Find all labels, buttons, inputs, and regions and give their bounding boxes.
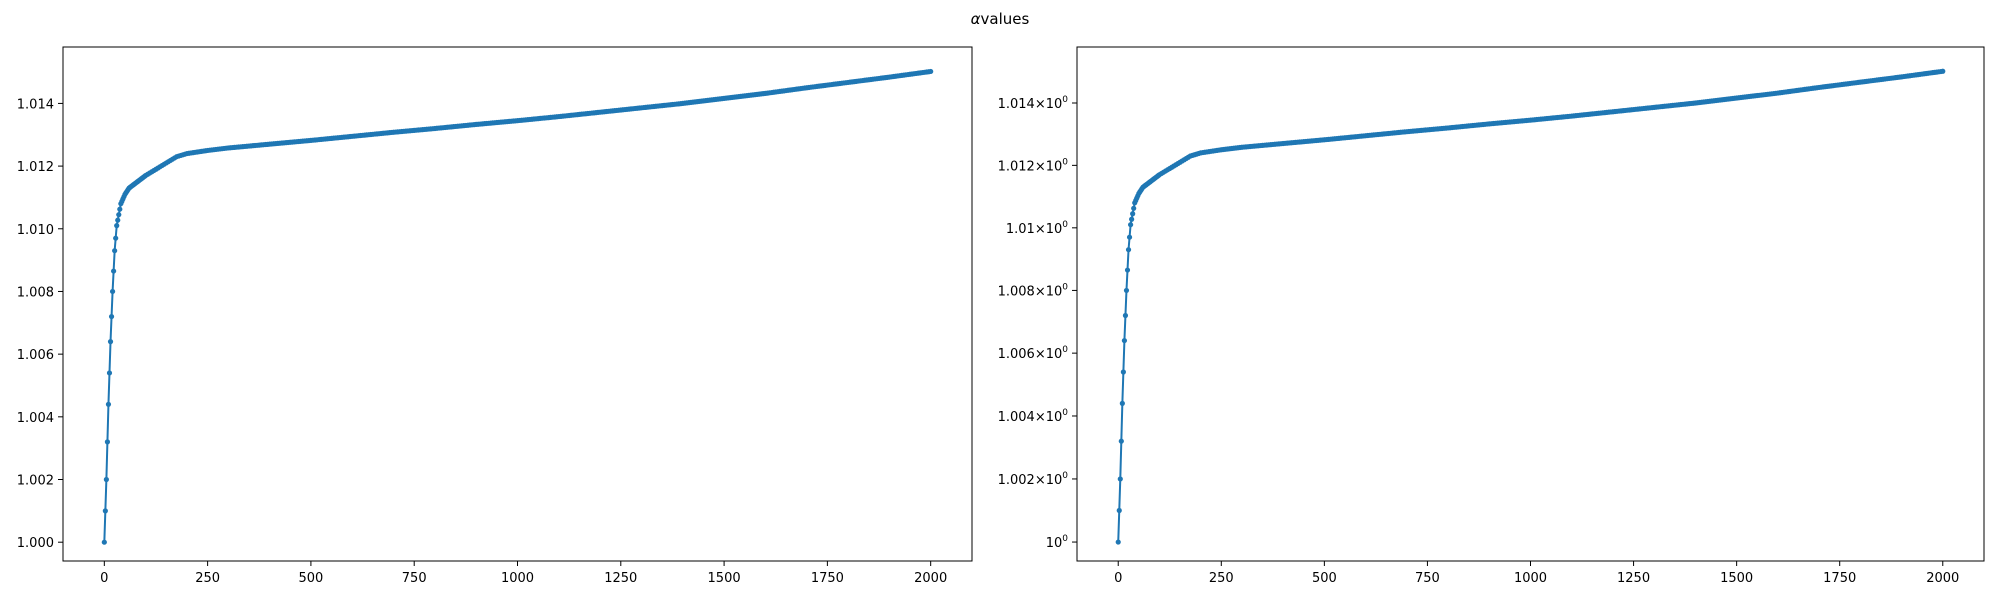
- right-data-point: [1122, 312, 1129, 319]
- left-data-point: [104, 439, 111, 445]
- figure-title: αvalues: [971, 10, 1030, 28]
- left-data-point: [103, 476, 109, 483]
- right-data-point: [1128, 222, 1134, 228]
- left-x-tick-label: 250: [195, 571, 220, 586]
- left-data-point: [111, 268, 117, 274]
- right-series-line: [1117, 70, 1943, 543]
- right-axes-frame: [1076, 46, 1985, 562]
- left-x-tick-label: 1750: [811, 571, 844, 586]
- left-data-point: [107, 339, 114, 345]
- left-x-tick-label: 0: [100, 571, 108, 586]
- left-y-tick-label: 1.004: [17, 411, 54, 426]
- right-data-point: [1126, 234, 1133, 240]
- right-y-tick-label: 1.004×100: [998, 408, 1069, 425]
- left-y-tick-label: 1.010: [17, 223, 54, 238]
- right-data-point: [1116, 507, 1122, 514]
- left-data-point: [106, 370, 113, 376]
- left-data-point: [105, 401, 112, 407]
- left-y-tick-label: 1.012: [17, 160, 54, 175]
- right-data-point: [1124, 267, 1131, 273]
- left-y-tick-label: 1.014: [17, 97, 54, 112]
- right-data-point: [1130, 211, 1136, 217]
- left-y-tick-label: 1.000: [17, 536, 54, 551]
- left-data-point: [115, 217, 121, 223]
- left-data-point: [113, 235, 119, 241]
- left-data-point: [112, 248, 118, 254]
- left-axes-frame: [62, 46, 973, 562]
- left-x-tick-label: 2000: [914, 571, 947, 586]
- right-data-point: [1125, 247, 1132, 253]
- left-data-point: [117, 206, 123, 212]
- right-y-tick-label: 1.008×100: [998, 282, 1069, 299]
- right-data-point: [1131, 205, 1137, 211]
- left-series-line: [103, 70, 931, 543]
- right-x-tick-label: 500: [1312, 571, 1337, 586]
- right-x-tick-label: 2000: [1926, 571, 1959, 586]
- right-x-tick-label: 750: [1415, 571, 1440, 586]
- left-y-tick-label: 1.008: [17, 285, 54, 300]
- right-data-point: [1115, 539, 1121, 545]
- left-x-tick-label: 1250: [604, 571, 637, 586]
- left-x-tick-label: 1000: [501, 571, 534, 586]
- left-data-point: [109, 288, 116, 295]
- right-x-tick-label: 0: [1114, 571, 1122, 586]
- right-y-tick-label: 1.006×100: [998, 345, 1069, 362]
- right-y-tick-label: 1.014×100: [998, 95, 1069, 112]
- right-y-tick-label: 1.01×100: [1006, 220, 1068, 237]
- left-x-tick-label: 1500: [708, 571, 741, 586]
- left-data-point: [116, 212, 122, 218]
- left-y-tick-label: 1.002: [17, 474, 54, 489]
- right-data-point: [1121, 337, 1128, 344]
- right-x-tick-label: 1750: [1823, 571, 1856, 586]
- right-data-point: [1117, 476, 1123, 482]
- left-data-point: [101, 539, 107, 545]
- right-data-point: [1940, 68, 1946, 74]
- right-log-chart: 0 250 500 750 1000 1250 1500 1750 2000 100 1.002×1…: [998, 46, 1985, 586]
- right-y-tick-label: 1.012×100: [998, 157, 1069, 174]
- left-data-point: [102, 508, 108, 514]
- left-y-tick-label: 1.006: [17, 348, 54, 363]
- left-data-point: [114, 223, 120, 229]
- right-data-point: [1123, 287, 1130, 294]
- left-x-tick-label: 750: [402, 571, 427, 586]
- right-y-tick-label: 1.002×100: [998, 471, 1069, 488]
- right-x-tick-label: 1250: [1617, 571, 1650, 586]
- right-data-point: [1129, 216, 1135, 222]
- right-x-tick-label: 1500: [1720, 571, 1753, 586]
- left-data-point: [108, 313, 115, 320]
- right-data-point: [1118, 438, 1124, 444]
- figure-title-alpha: α: [971, 10, 981, 28]
- right-data-point: [1119, 400, 1125, 406]
- right-x-tick-label: 250: [1209, 571, 1234, 586]
- right-y-tick-label: 100: [1046, 534, 1069, 551]
- right-x-tick-label: 1000: [1514, 571, 1547, 586]
- figure-title-text: values: [981, 10, 1030, 28]
- left-linear-chart: 0 250 500 750 1000 1250 1500 1750 2000 1.000 1.002…: [17, 46, 973, 586]
- left-data-point: [928, 68, 934, 75]
- right-data-point: [1120, 369, 1126, 375]
- left-x-tick-label: 500: [298, 571, 323, 586]
